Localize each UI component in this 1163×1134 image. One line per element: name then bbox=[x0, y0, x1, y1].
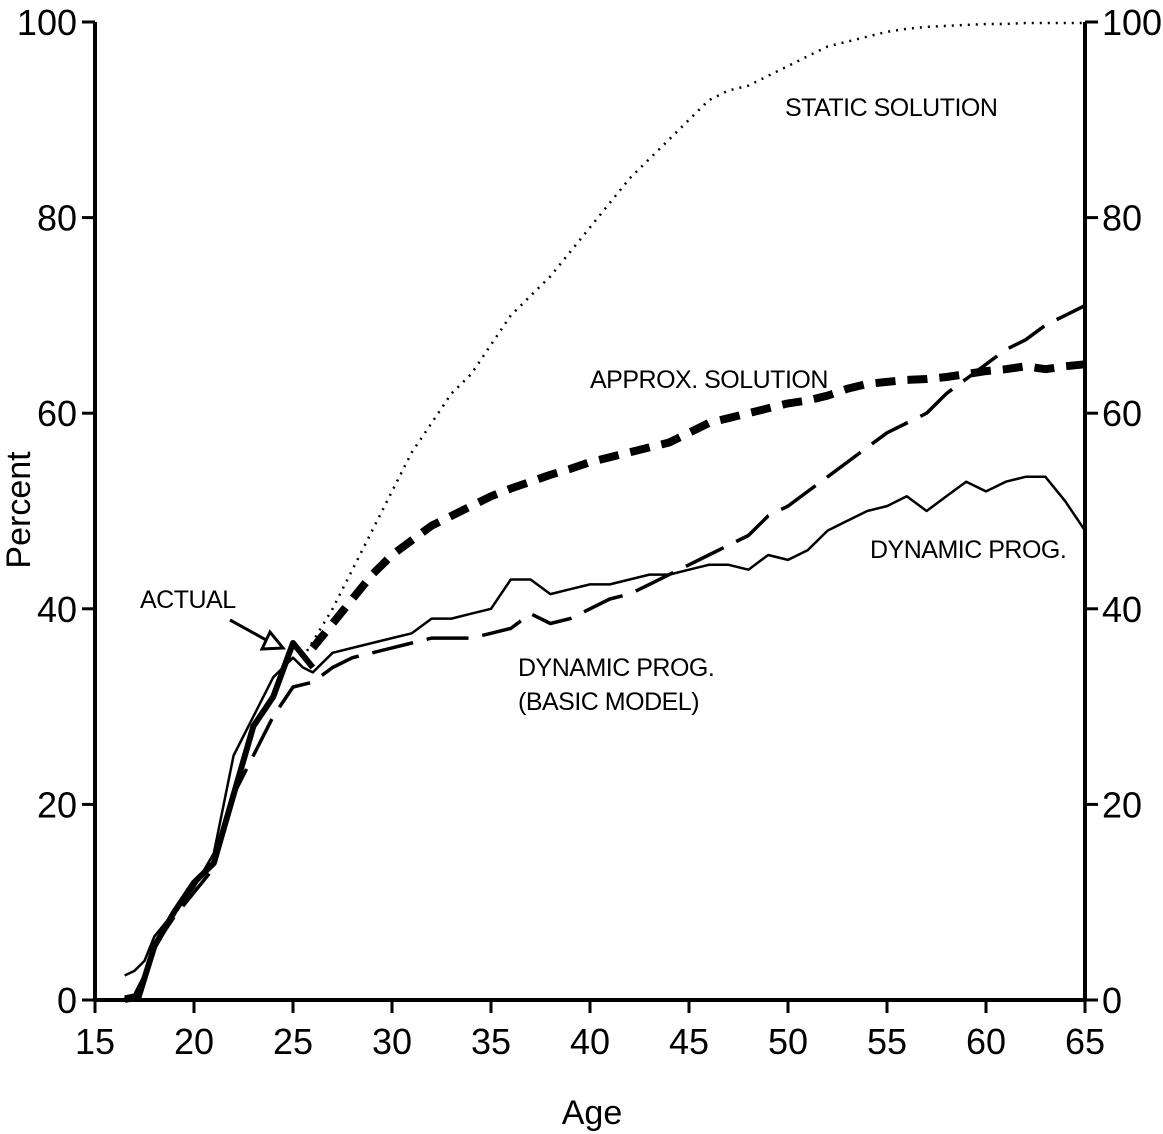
y-tick-label-left: 100 bbox=[17, 2, 77, 43]
y-tick-label-left: 20 bbox=[37, 784, 77, 825]
series-line-dynamic bbox=[124, 475, 1087, 977]
x-tick-label: 40 bbox=[570, 1021, 610, 1062]
y-tick-label-left: 0 bbox=[57, 980, 77, 1021]
series-layer bbox=[124, 21, 1087, 1003]
actual-arrow bbox=[229, 618, 287, 651]
x-tick-label: 35 bbox=[471, 1021, 511, 1062]
y-tick-label-right: 20 bbox=[1102, 784, 1142, 825]
annotation-actual: ACTUAL bbox=[140, 586, 236, 614]
x-tick-label: 65 bbox=[1065, 1021, 1105, 1062]
x-tick-label: 50 bbox=[768, 1021, 808, 1062]
x-tick-label: 20 bbox=[174, 1021, 214, 1062]
ticks-layer: 15 20 25 30 35 40 45 50 55 60 65020406080100020406… bbox=[17, 2, 1162, 1062]
annotation-basic-model-line1: DYNAMIC PROG. bbox=[518, 654, 714, 682]
y-tick-label-left: 60 bbox=[37, 393, 77, 434]
annotation-dynamic-prog: DYNAMIC PROG. bbox=[870, 536, 1066, 564]
x-tick-label: 45 bbox=[669, 1021, 709, 1062]
series-line-basic bbox=[124, 304, 1086, 999]
actual-arrow-shaft bbox=[229, 618, 269, 643]
x-tick-label: 30 bbox=[372, 1021, 412, 1062]
series-line-approx bbox=[309, 360, 1086, 651]
y-tick-label-right: 40 bbox=[1102, 589, 1142, 630]
series-line-static bbox=[301, 21, 1085, 659]
x-tick-label: 25 bbox=[273, 1021, 313, 1062]
y-tick-label-left: 40 bbox=[37, 589, 77, 630]
annotation-basic-model-line2: (BASIC MODEL) bbox=[518, 688, 699, 716]
x-axis-title: Age bbox=[562, 1094, 623, 1132]
x-tick-label: 55 bbox=[867, 1021, 907, 1062]
x-tick-label: 60 bbox=[966, 1021, 1006, 1062]
y-tick-label-right: 0 bbox=[1102, 980, 1122, 1021]
annotation-approx-solution: APPROX. SOLUTION bbox=[590, 366, 828, 394]
y-tick-label-left: 80 bbox=[37, 198, 77, 239]
y-tick-label-right: 80 bbox=[1102, 198, 1142, 239]
annotation-static-solution: STATIC SOLUTION bbox=[785, 94, 997, 122]
y-axis-title: Percent bbox=[0, 451, 38, 569]
x-tick-label: 15 bbox=[75, 1021, 115, 1062]
y-tick-label-right: 100 bbox=[1102, 2, 1162, 43]
y-tick-label-right: 60 bbox=[1102, 393, 1142, 434]
actual-arrow-head bbox=[259, 629, 287, 651]
